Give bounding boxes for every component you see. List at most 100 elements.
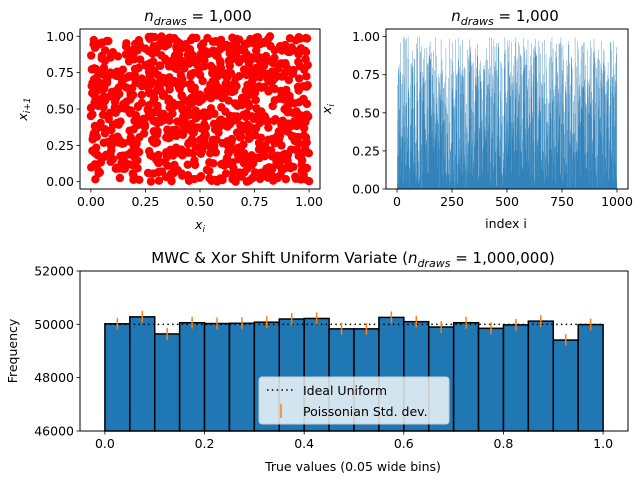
scatter-point: [237, 126, 247, 135]
histogram-title-symbol: n: [408, 249, 418, 267]
scatter-point: [108, 134, 117, 143]
scatter-point: [176, 77, 186, 86]
scatter-point: [190, 156, 199, 165]
scatter-point: [264, 34, 273, 43]
index-bars: [396, 36, 618, 190]
scatter-point: [235, 168, 244, 177]
scatter-point: [239, 159, 249, 168]
scatter-point: [254, 56, 264, 65]
scatter-point: [169, 76, 179, 86]
histogram-bar: [527, 320, 555, 432]
scatter-point: [276, 170, 285, 180]
histogram-title: MWC & Xor Shift Uniform Variate (ndraws …: [151, 249, 554, 270]
scatter-point: [199, 124, 209, 134]
scatter-point: [268, 58, 278, 68]
scatter-point: [209, 135, 219, 145]
histogram-y-tick-label: 48000: [34, 370, 74, 385]
scatter-point: [236, 132, 246, 141]
scatter-point: [146, 150, 155, 160]
histogram-bar: [552, 339, 579, 432]
scatter-point: [173, 117, 182, 126]
scatter-point: [178, 92, 187, 101]
scatter-point: [136, 55, 145, 64]
scatter-point: [283, 92, 292, 101]
scatter-point: [247, 160, 257, 170]
scatter-point: [243, 120, 252, 129]
scatter-point: [116, 117, 125, 126]
scatter-point: [196, 149, 206, 158]
scatter-point: [211, 51, 221, 60]
scatter-point: [172, 131, 181, 141]
scatter-point: [171, 143, 181, 152]
scatter-point: [250, 153, 260, 162]
histogram-title-suffix: = 1,000,000): [450, 249, 554, 267]
index-x-tick-label: 500: [495, 194, 519, 209]
scatter-y-tick-label: 0.00: [46, 174, 74, 189]
scatter-point: [178, 171, 187, 180]
scatter-point: [286, 145, 296, 154]
scatter-point: [173, 165, 182, 175]
scatter-y-label-symbol: x: [15, 113, 30, 122]
scatter-point: [248, 76, 257, 86]
scatter-point: [299, 94, 308, 104]
scatter-point: [267, 174, 277, 183]
scatter-point: [222, 41, 232, 50]
scatter-point: [143, 168, 153, 178]
index-x-tick-label: 250: [440, 194, 464, 209]
scatter-point: [229, 79, 239, 88]
index-bar-plot: ndraws = 1,000 0 250 500 750 1000 0.000.250.…: [319, 7, 633, 231]
scatter-point: [145, 88, 154, 98]
scatter-point: [260, 144, 270, 154]
scatter-point: [129, 73, 139, 82]
scatter-title-suffix: = 1,000: [187, 7, 252, 25]
histogram-bar: [577, 323, 604, 432]
scatter-point: [161, 172, 171, 182]
scatter-point: [266, 146, 276, 155]
scatter-point: [280, 149, 290, 159]
scatter-point: [202, 165, 212, 175]
scatter-point: [227, 134, 236, 144]
scatter-point: [140, 114, 149, 123]
scatter-point: [89, 39, 98, 49]
scatter-point: [284, 75, 294, 85]
scatter-point: [242, 49, 251, 59]
scatter-x-tick-label: 0.50: [186, 194, 214, 209]
scatter-point: [181, 118, 190, 127]
histogram-bar: [129, 316, 156, 432]
scatter-point: [190, 83, 199, 93]
histogram-title-prefix: MWC & Xor Shift Uniform Variate (: [151, 249, 408, 267]
scatter-point: [246, 34, 255, 44]
scatter-point: [215, 115, 225, 125]
scatter-point: [95, 168, 105, 177]
scatter-point: [283, 64, 292, 74]
scatter-point: [99, 103, 108, 112]
scatter-point: [171, 125, 181, 134]
scatter-point: [190, 174, 199, 184]
scatter-point: [294, 50, 303, 59]
index-y-tick-label: 0.50: [352, 105, 380, 120]
scatter-point: [186, 69, 196, 79]
scatter-point: [283, 102, 292, 111]
scatter-point: [116, 151, 125, 161]
scatter-point: [114, 89, 124, 99]
scatter-point: [218, 138, 227, 148]
histogram-y-tick-label: 46000: [34, 424, 74, 439]
scatter-point: [104, 114, 113, 124]
scatter-point: [100, 46, 110, 55]
scatter-point: [262, 69, 272, 79]
scatter-x-tick-label: 0.00: [77, 194, 105, 209]
scatter-point: [227, 158, 236, 168]
scatter-point: [137, 90, 146, 100]
scatter-point: [301, 33, 310, 43]
scatter-point: [90, 148, 99, 157]
scatter-point: [183, 148, 193, 157]
scatter-point: [220, 160, 229, 170]
scatter-point: [299, 82, 308, 91]
index-x-ticks: 0 250 500 750 1000: [393, 189, 633, 209]
scatter-point: [154, 176, 164, 185]
scatter-point: [264, 77, 273, 86]
scatter-point: [155, 109, 164, 118]
scatter-point: [251, 130, 260, 140]
scatter-point: [210, 175, 220, 185]
